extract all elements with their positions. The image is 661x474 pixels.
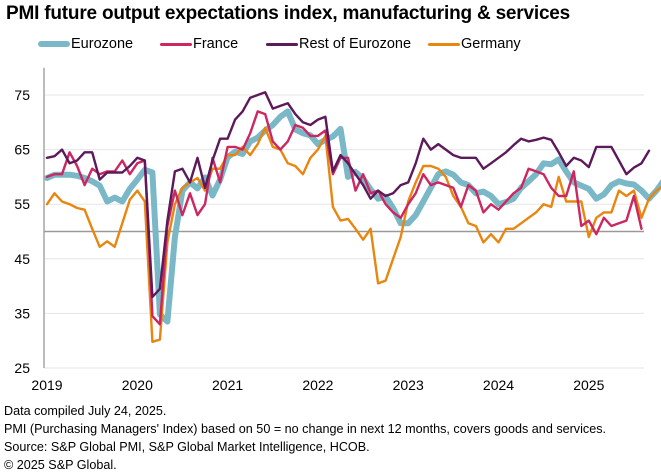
series-line-germany <box>45 126 661 343</box>
y-tick-label: 35 <box>14 305 30 321</box>
footer-source: Source: S&P Global PMI, S&P Global Marke… <box>4 440 370 454</box>
legend-label-eurozone: Eurozone <box>71 36 134 52</box>
x-tick-label: 2023 <box>393 377 424 393</box>
y-tick-label: 45 <box>14 251 30 267</box>
footer-copyright: © 2025 S&P Global. <box>4 458 117 472</box>
x-tick-label: 2021 <box>212 377 243 393</box>
footer-compiled-date: Data compiled July 24, 2025. <box>4 404 167 418</box>
x-tick-label: 2022 <box>302 377 333 393</box>
y-tick-label: 65 <box>14 142 30 158</box>
x-tick-label: 2020 <box>122 377 153 393</box>
legend-label-rest-of-eurozone: Rest of Eurozone <box>299 36 412 52</box>
y-tick-label: 25 <box>14 360 30 376</box>
legend-item-rest-of-eurozone: Rest of Eurozone <box>266 36 411 52</box>
legend-label-france: France <box>193 36 239 52</box>
legend-item-germany: Germany <box>428 36 521 52</box>
footer-pmi-note: PMI (Purchasing Managers' Index) based o… <box>4 422 607 436</box>
legend-item-eurozone: Eurozone <box>38 36 133 52</box>
series-line-eurozone <box>44 108 661 325</box>
y-tick-label: 55 <box>14 196 30 212</box>
chart-footer: Data compiled July 24, 2025. PMI (Purcha… <box>4 402 606 474</box>
x-tick-label: 2024 <box>483 377 514 393</box>
series-line-rest-of-eurozone <box>45 91 651 299</box>
x-tick-label: 2025 <box>573 377 604 393</box>
legend-swatch-rest-of-eurozone <box>266 42 298 46</box>
legend-label-germany: Germany <box>461 36 521 52</box>
legend: Eurozone France Rest of Eurozone Germany <box>0 36 661 54</box>
x-tick-label: 2019 <box>31 377 62 393</box>
y-tick-label: 75 <box>14 87 30 103</box>
legend-swatch-eurozone <box>38 41 70 47</box>
legend-item-france: France <box>160 36 238 52</box>
legend-swatch-germany <box>428 42 460 46</box>
line-chart: 25 35 45 55 65 75 2019 2020 2021 2022 2023 2024 2025 <box>14 67 661 393</box>
chart-title: PMI future output expectations index, ma… <box>6 3 571 24</box>
legend-swatch-france <box>160 42 192 46</box>
